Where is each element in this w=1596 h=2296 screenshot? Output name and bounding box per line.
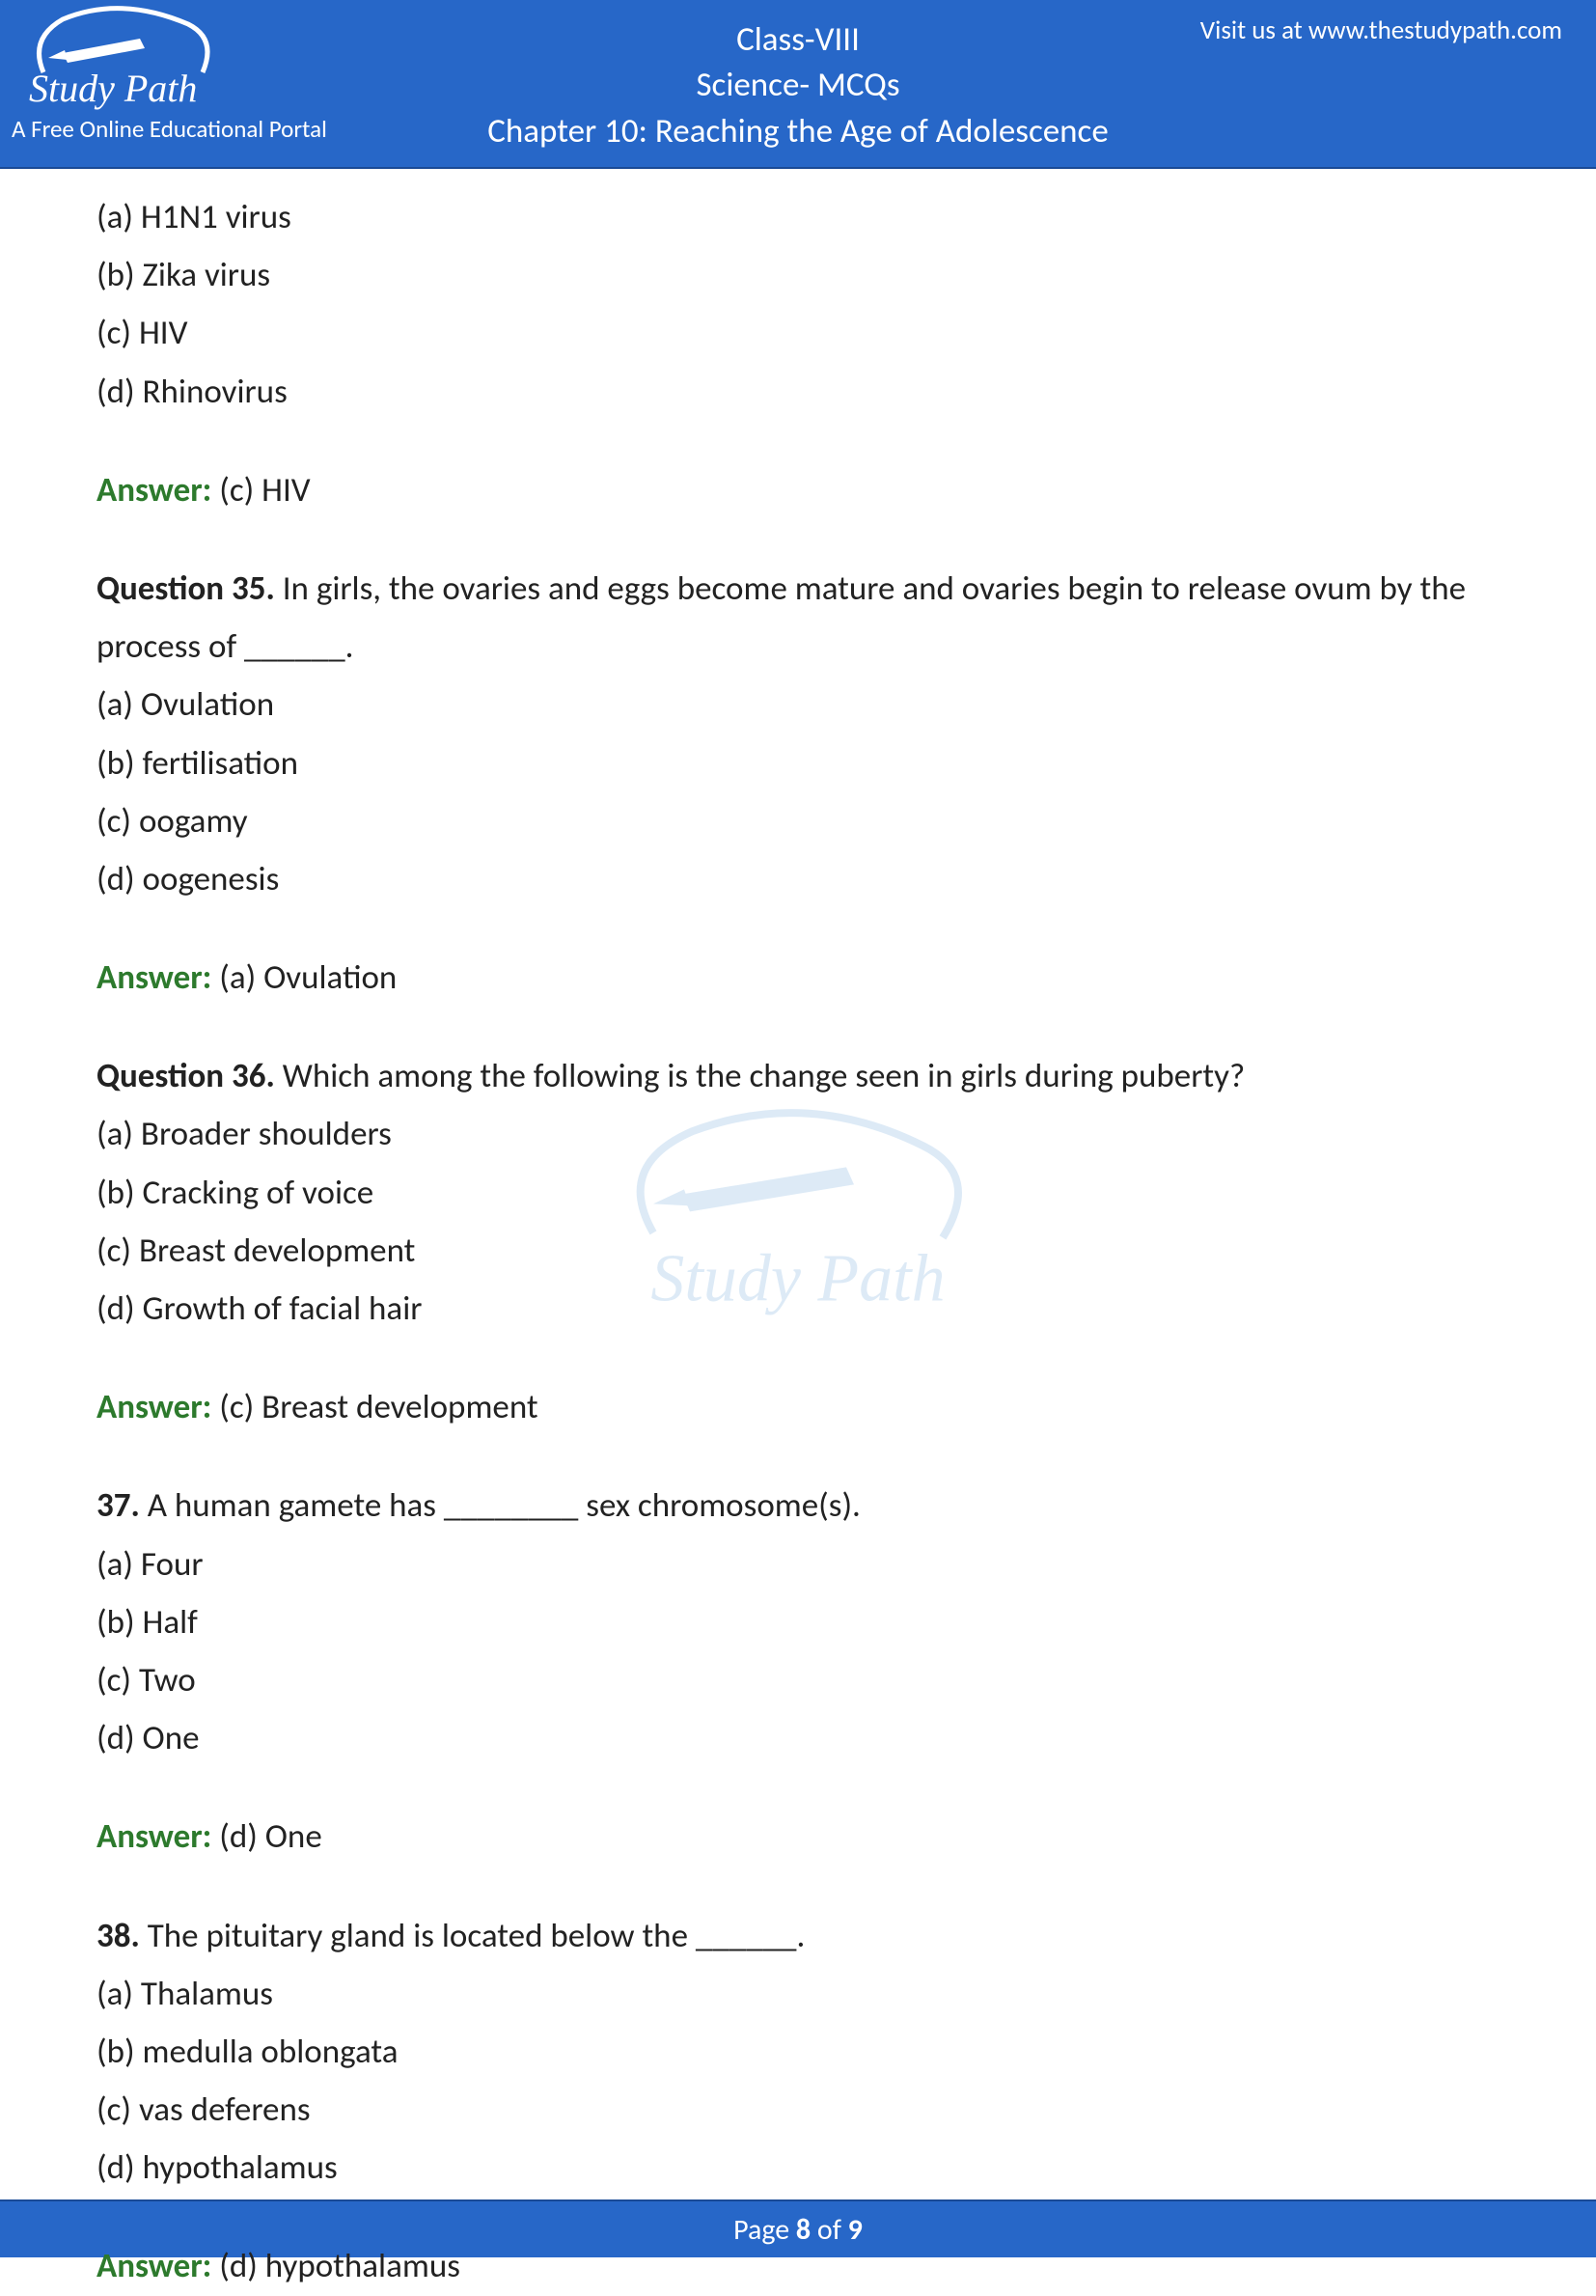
answer-label: Answer: — [96, 2246, 211, 2286]
question-label: 37. — [96, 1485, 140, 1526]
tagline: A Free Online Educational Portal — [12, 114, 327, 144]
answer-label: Answer: — [96, 957, 211, 998]
option-c: (c) HIV — [96, 304, 1500, 362]
option-d: (d) oogenesis — [96, 850, 1500, 908]
answer-text: (c) Breast development — [211, 1387, 537, 1427]
option-b: (b) medulla oblongata — [96, 2023, 1500, 2081]
answer-38: Answer: (d) hypothalamus — [96, 2237, 1500, 2295]
question-label: Question 35. — [96, 568, 275, 609]
content-area: Study Path (a) H1N1 virus (b) Zika virus… — [0, 169, 1596, 2296]
logo: Study Path — [24, 0, 227, 116]
question-38: 38. The pituitary gland is located below… — [96, 1907, 1500, 2198]
page-header: Study Path A Free Online Educational Por… — [0, 0, 1596, 169]
header-subject: Science- MCQs — [0, 63, 1596, 108]
option-d: (d) hypothalamus — [96, 2139, 1500, 2197]
option-c: (c) vas deferens — [96, 2081, 1500, 2139]
option-a: (a) Ovulation — [96, 676, 1500, 733]
option-a: (a) H1N1 virus — [96, 188, 1500, 246]
answer-text: (d) One — [211, 1816, 321, 1857]
question-label: 38. — [96, 1916, 140, 1956]
option-d: (d) One — [96, 1709, 1500, 1767]
option-c: (c) Breast development — [96, 1222, 1500, 1280]
question-label: Question 36. — [96, 1056, 275, 1096]
answer-label: Answer: — [96, 1387, 211, 1427]
option-c: (c) Two — [96, 1651, 1500, 1709]
question-text: A human gamete has ________ sex chromoso… — [140, 1485, 861, 1526]
question-37: 37. A human gamete has ________ sex chro… — [96, 1477, 1500, 1767]
answer-35: Answer: (a) Ovulation — [96, 949, 1500, 1007]
option-b: (b) Cracking of voice — [96, 1164, 1500, 1222]
question-35: Question 35. In girls, the ovaries and e… — [96, 560, 1500, 908]
answer-36: Answer: (c) Breast development — [96, 1378, 1500, 1436]
logo-text: Study Path — [29, 66, 197, 111]
option-a: (a) Four — [96, 1535, 1500, 1593]
answer-text: (a) Ovulation — [211, 957, 397, 998]
option-d: (d) Growth of facial hair — [96, 1280, 1500, 1338]
visit-link[interactable]: Visit us at www.thestudypath.com — [1200, 14, 1562, 46]
question-text: The pituitary gland is located below the… — [140, 1916, 806, 1956]
question-text: In girls, the ovaries and eggs become ma… — [96, 568, 1466, 667]
answer-text: (c) HIV — [211, 470, 310, 511]
answer-text: (d) hypothalamus — [211, 2246, 460, 2286]
question-36: Question 36. Which among the following i… — [96, 1047, 1500, 1338]
option-b: (b) Half — [96, 1593, 1500, 1651]
option-b: (b) Zika virus — [96, 246, 1500, 304]
question-34-partial: (a) H1N1 virus (b) Zika virus (c) HIV (d… — [96, 188, 1500, 421]
option-c: (c) oogamy — [96, 792, 1500, 850]
answer-label: Answer: — [96, 470, 211, 511]
option-a: (a) Broader shoulders — [96, 1105, 1500, 1163]
option-a: (a) Thalamus — [96, 1965, 1500, 2023]
option-d: (d) Rhinovirus — [96, 363, 1500, 421]
option-b: (b) fertilisation — [96, 734, 1500, 792]
answer-34: Answer: (c) HIV — [96, 461, 1500, 519]
answer-label: Answer: — [96, 1816, 211, 1857]
answer-37: Answer: (d) One — [96, 1808, 1500, 1866]
question-text: Which among the following is the change … — [275, 1056, 1245, 1096]
